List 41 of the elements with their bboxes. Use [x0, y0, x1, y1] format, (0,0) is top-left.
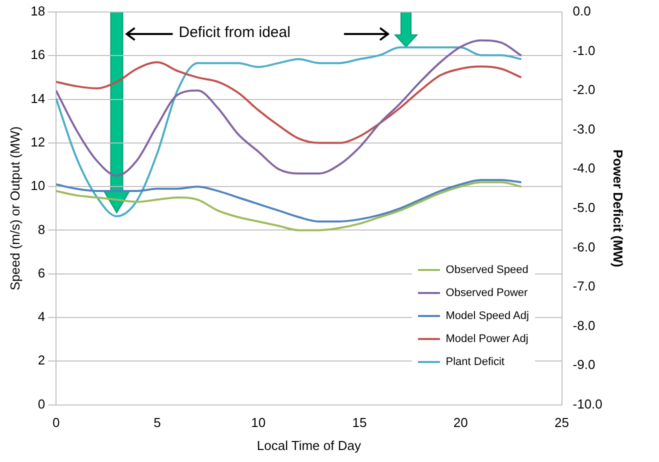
line-series — [56, 39, 522, 177]
y2-tick-label: -8.0 — [572, 318, 596, 333]
annotation: Deficit from ideal — [178, 24, 290, 41]
y-tick-label: 8 — [38, 222, 46, 237]
y-tick-label: 10 — [30, 178, 46, 194]
x-tick-label: 5 — [154, 415, 161, 430]
y2-tick-label: -1.0 — [572, 42, 596, 58]
y-tick-label: 14 — [30, 90, 46, 106]
y-tick-label: 2 — [38, 352, 46, 368]
legend-label: Model Speed Adj — [446, 310, 529, 322]
y2-tick-label: -5.0 — [572, 200, 596, 215]
y2-tick-label: -4.0 — [572, 160, 596, 176]
y2-axis-title: Power Deficit (MW) — [610, 150, 626, 268]
legend-label: Observed Speed — [446, 264, 528, 276]
x-tick-label: 10 — [251, 415, 266, 430]
y-tick-label: 12 — [30, 134, 46, 150]
y2-tick-label: -9.0 — [572, 357, 596, 372]
x-tick-label: 20 — [453, 415, 468, 430]
x-tick-label: 25 — [554, 415, 570, 430]
y2-tick-label: -10.0 — [572, 396, 602, 412]
y-tick-label: 0 — [38, 396, 46, 412]
legend-label: Model Power Adj — [446, 333, 528, 346]
line-series — [56, 181, 522, 232]
y2-tick-label: 0.0 — [572, 4, 591, 19]
y2-tick-label: -7.0 — [572, 278, 596, 294]
line-series — [56, 46, 522, 218]
y2-tick-label: -3.0 — [572, 121, 596, 136]
y-tick-label: 18 — [30, 4, 46, 19]
y-tick-label: 4 — [38, 309, 46, 324]
legend-label: Plant Deficit — [446, 356, 504, 368]
y-tick-label: 6 — [38, 265, 46, 280]
y2-tick-label: -2.0 — [572, 82, 596, 98]
line-series — [56, 61, 522, 144]
legend-label: Observed Power — [446, 287, 528, 300]
x-tick-label: 15 — [352, 415, 367, 430]
line-series — [56, 179, 522, 222]
y2-tick-label: -6.0 — [572, 239, 596, 254]
x-axis-title: Local Time of Day — [256, 438, 362, 453]
y-axis-title: Speed (m/s) or Output (MW) — [7, 126, 22, 290]
x-tick-label: 0 — [52, 415, 60, 430]
y-tick-label: 16 — [30, 47, 46, 62]
